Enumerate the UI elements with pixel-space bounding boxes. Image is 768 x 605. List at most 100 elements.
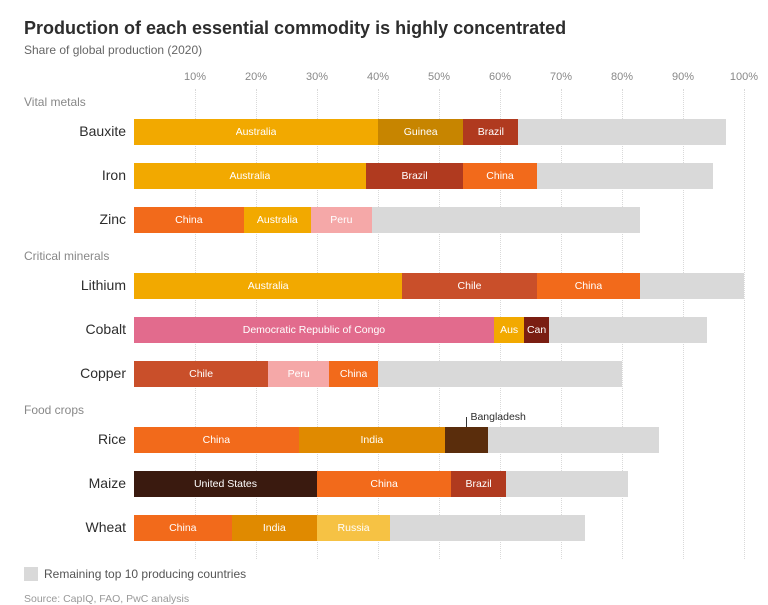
bar-segment: China (134, 515, 232, 541)
segment-label: Chile (458, 280, 482, 292)
segment-label: Australia (236, 126, 277, 138)
group-label: Vital metals (24, 95, 134, 109)
bar-segment-remaining (390, 515, 585, 541)
callout-label: Bangladesh (470, 411, 525, 423)
bar-segment: Chile (134, 361, 268, 387)
bar-segment: United States (134, 471, 317, 497)
axis-tick: 50% (428, 71, 450, 83)
bar-segment: China (134, 427, 299, 453)
bar-segment: China (317, 471, 451, 497)
segment-label: Brazil (401, 170, 427, 182)
segment-label: China (370, 478, 397, 490)
bar-segment: Russia (317, 515, 390, 541)
axis-tick: 100% (730, 71, 758, 83)
bar-segment-remaining (518, 119, 725, 145)
commodity-label: Copper (22, 365, 126, 381)
commodity-label: Rice (22, 431, 126, 447)
bar-segment: Australia (134, 273, 402, 299)
segment-label: Democratic Republic of Congo (243, 324, 385, 336)
commodity-row: WheatChinaIndiaRussia (134, 515, 744, 541)
commodity-label: Maize (22, 475, 126, 491)
bar-segment: Australia (134, 119, 378, 145)
segment-label: Russia (338, 522, 370, 534)
bar-segment: Australia (134, 163, 366, 189)
segment-label: China (575, 280, 602, 292)
page-title: Production of each essential commodity i… (24, 18, 744, 39)
legend: Remaining top 10 producing countries (24, 567, 744, 581)
commodity-label: Lithium (22, 277, 126, 293)
segment-label: China (169, 522, 196, 534)
group-label: Food crops (24, 403, 134, 417)
segment-label: India (263, 522, 286, 534)
bar-segment: Aus (494, 317, 525, 343)
segment-label: Aus (500, 324, 518, 336)
plot-area: Vital metalsBauxiteAustraliaGuineaBrazil… (134, 89, 744, 559)
legend-swatch-remaining (24, 567, 38, 581)
axis-tick: 10% (184, 71, 206, 83)
segment-label: Peru (288, 368, 310, 380)
bar-segment-remaining (640, 273, 744, 299)
segment-label: India (360, 434, 383, 446)
segment-label: China (203, 434, 230, 446)
bar-segment: China (329, 361, 378, 387)
gridline (744, 89, 745, 559)
bar-segment: China (134, 207, 244, 233)
axis-tick: 80% (611, 71, 633, 83)
group-label: Critical minerals (24, 249, 134, 263)
segment-label: Brazil (466, 478, 492, 490)
bar-segment-remaining (549, 317, 708, 343)
bar-segment: Brazil (451, 471, 506, 497)
chart: 10%20%30%40%50%60%70%80%90%100% Vital me… (24, 71, 744, 559)
bar-segment-remaining (488, 427, 659, 453)
commodity-row: BauxiteAustraliaGuineaBrazil (134, 119, 744, 145)
segment-label: Australia (248, 280, 289, 292)
segment-label: Australia (257, 214, 298, 226)
bar-segment: China (537, 273, 641, 299)
bar-segment: Peru (268, 361, 329, 387)
commodity-row: ZincChinaAustraliaPeru (134, 207, 744, 233)
bar-segment: India (232, 515, 317, 541)
bar-segment: Australia (244, 207, 311, 233)
bar-segment-remaining (537, 163, 714, 189)
page-subtitle: Share of global production (2020) (24, 43, 744, 57)
axis-tick: 40% (367, 71, 389, 83)
segment-label: Peru (330, 214, 352, 226)
legend-label: Remaining top 10 producing countries (44, 567, 246, 581)
source-text: Source: CapIQ, FAO, PwC analysis (24, 593, 744, 605)
bar-segment: India (299, 427, 445, 453)
axis-tick: 30% (306, 71, 328, 83)
commodity-label: Wheat (22, 519, 126, 535)
bar-segment: Brazil (366, 163, 464, 189)
bar-segment: China (463, 163, 536, 189)
commodity-label: Bauxite (22, 123, 126, 139)
commodity-row: CopperChilePeruChina (134, 361, 744, 387)
commodity-label: Iron (22, 167, 126, 183)
axis-tick: 20% (245, 71, 267, 83)
bar-segment: Brazil (463, 119, 518, 145)
segment-label: China (340, 368, 367, 380)
bar-segment-remaining (378, 361, 622, 387)
bar-segment-remaining (372, 207, 640, 233)
bar-segment: Democratic Republic of Congo (134, 317, 494, 343)
x-axis-labels: 10%20%30%40%50%60%70%80%90%100% (134, 71, 744, 89)
segment-label: Guinea (404, 126, 438, 138)
commodity-label: Zinc (22, 211, 126, 227)
commodity-row: RiceChinaIndiaBangladesh (134, 427, 744, 453)
axis-tick: 90% (672, 71, 694, 83)
commodity-row: MaizeUnited StatesChinaBrazil (134, 471, 744, 497)
axis-tick: 60% (489, 71, 511, 83)
segment-label: United States (194, 478, 257, 490)
axis-tick: 70% (550, 71, 572, 83)
commodity-row: IronAustraliaBrazilChina (134, 163, 744, 189)
bar-segment-remaining (506, 471, 628, 497)
segment-label: Can (527, 324, 546, 336)
callout-line (466, 417, 467, 427)
segment-label: Brazil (478, 126, 504, 138)
commodity-row: CobaltDemocratic Republic of CongoAusCan (134, 317, 744, 343)
bar-segment: Peru (311, 207, 372, 233)
segment-label: China (175, 214, 202, 226)
bar-segment: Can (524, 317, 548, 343)
segment-label: Australia (229, 170, 270, 182)
segment-label: China (486, 170, 513, 182)
bar-segment: Chile (402, 273, 536, 299)
